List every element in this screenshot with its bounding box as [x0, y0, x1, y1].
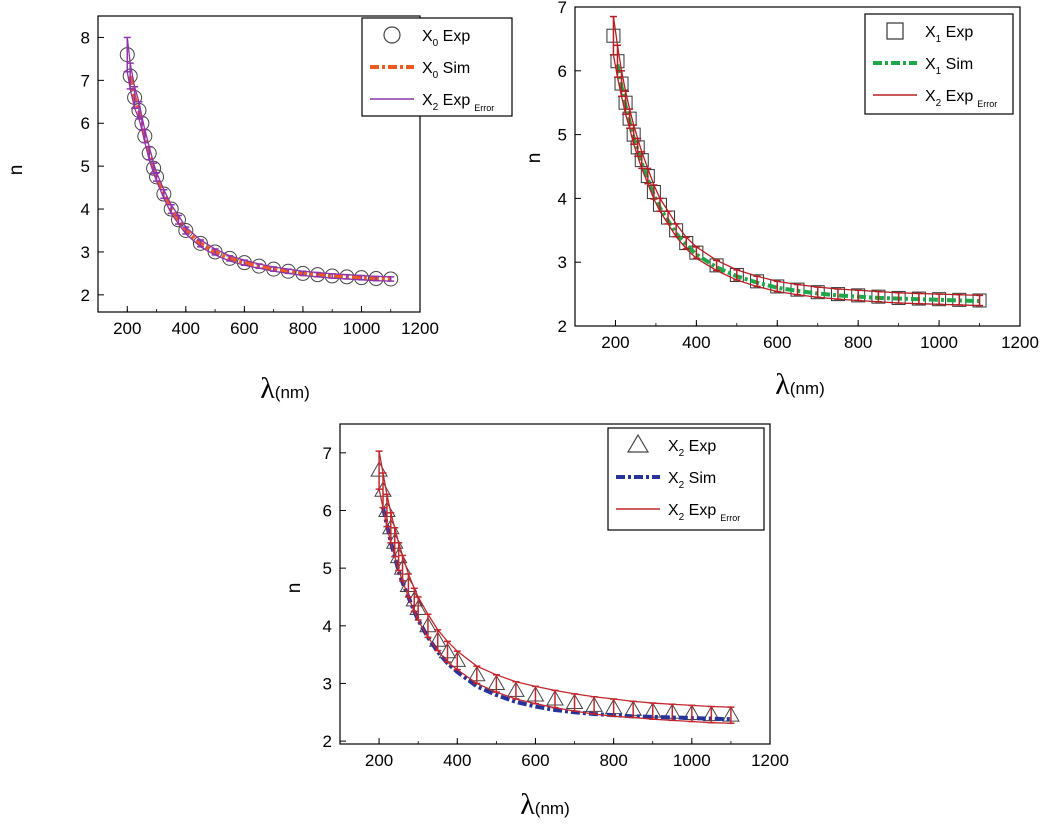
legend-label: X2 Exp Error — [925, 88, 997, 109]
y-tick-label: 7 — [558, 0, 567, 17]
y-tick-label: 3 — [558, 253, 567, 272]
legend-box — [864, 13, 1014, 115]
x-tick-label: 200 — [601, 333, 629, 352]
y-tick-label: 6 — [81, 114, 90, 133]
legend-label: X1 Exp — [925, 24, 973, 45]
x-axis-label: λ(nm) — [260, 372, 310, 405]
x-axis-label: λ(nm) — [775, 368, 825, 401]
x-tick-label: 200 — [365, 751, 393, 770]
x-tick-label: 400 — [443, 751, 471, 770]
y-tick-label: 7 — [81, 71, 90, 90]
plot-frame — [97, 15, 421, 313]
y-tick-label: 4 — [81, 200, 90, 219]
legend-label: X2 Exp Error — [422, 92, 494, 113]
legend-marker-circle — [383, 26, 401, 44]
series-2 — [123, 36, 395, 282]
x-axis-label: λ(nm) — [520, 788, 570, 821]
data-point-circle — [192, 235, 208, 251]
x-tick-label: 1000 — [673, 751, 711, 770]
error-band-upper — [378, 450, 731, 708]
y-tick-label: 2 — [81, 286, 90, 305]
x-tick-label: 400 — [682, 333, 710, 352]
x-tick-label: 1200 — [751, 751, 789, 770]
y-tick-label: 2 — [558, 317, 567, 336]
x-tick-label: 1200 — [401, 319, 439, 338]
series-0 — [119, 47, 399, 287]
y-tick-label: 7 — [323, 444, 332, 463]
y-tick-label: 3 — [323, 674, 332, 693]
x-tick-label: 400 — [172, 319, 200, 338]
y-tick-label: 6 — [558, 62, 567, 81]
error-band-lower — [126, 71, 391, 282]
x-tick-label: 1200 — [1001, 333, 1039, 352]
legend-marker-triangle — [626, 433, 650, 453]
legend: X2 Exp X2 Sim X2 Exp Error — [607, 427, 765, 531]
y-tick-label: 3 — [81, 243, 90, 262]
y-axis-label: n — [6, 165, 27, 176]
y-tick-label: 2 — [323, 732, 332, 751]
data-point-circle — [171, 212, 186, 228]
data-point-circle — [149, 169, 165, 185]
legend-marker-square — [886, 22, 904, 40]
data-point-circle — [295, 265, 311, 281]
legend-label: X2 Exp Error — [668, 502, 740, 523]
y-tick-label: 6 — [323, 501, 332, 520]
data-point-square — [729, 267, 744, 282]
y-tick-label: 8 — [81, 28, 90, 47]
x-tick-label: 600 — [230, 319, 258, 338]
x-tick-label: 1000 — [343, 319, 381, 338]
series-1 — [615, 64, 980, 304]
y-tick-label: 4 — [558, 189, 567, 208]
x-tick-label: 600 — [521, 751, 549, 770]
data-point-square — [709, 258, 724, 273]
y-axis-label: n — [284, 583, 305, 594]
x-tick-label: 800 — [289, 319, 317, 338]
x-tick-label: 800 — [844, 333, 872, 352]
series-2 — [609, 15, 984, 307]
x-tick-label: 200 — [113, 319, 141, 338]
series-2 — [375, 450, 735, 724]
sim-line — [381, 507, 731, 722]
x-tick-label: 600 — [763, 333, 791, 352]
y-axis-label: n — [524, 153, 545, 164]
series-1 — [128, 75, 391, 281]
legend: X1 Exp X1 Sim X2 Exp Error — [864, 13, 1014, 115]
data-point-circle — [156, 186, 172, 202]
series-1 — [381, 507, 731, 722]
legend-label: X1 Sim — [925, 56, 973, 77]
data-point-circle — [163, 201, 179, 217]
plot-frame — [339, 423, 771, 745]
error-band-lower — [378, 489, 731, 724]
sim-line — [615, 64, 980, 304]
data-point-circle — [178, 222, 194, 238]
legend-label: X0 Exp — [422, 28, 470, 49]
y-tick-label: 5 — [81, 157, 90, 176]
y-tick-label: 5 — [558, 126, 567, 145]
legend-label: X2 Sim — [668, 470, 716, 491]
legend-label: X0 Sim — [422, 60, 470, 81]
x-tick-label: 1000 — [920, 333, 958, 352]
error-band-upper — [126, 37, 391, 278]
sim-line — [128, 75, 391, 281]
legend-label: X2 Exp — [668, 438, 716, 459]
x-tick-label: 800 — [599, 751, 627, 770]
legend: X0 Exp X0 Sim X2 Exp Error — [361, 17, 513, 117]
y-tick-label: 5 — [323, 559, 332, 578]
y-tick-label: 4 — [323, 617, 332, 636]
plot-frame — [574, 6, 1021, 327]
